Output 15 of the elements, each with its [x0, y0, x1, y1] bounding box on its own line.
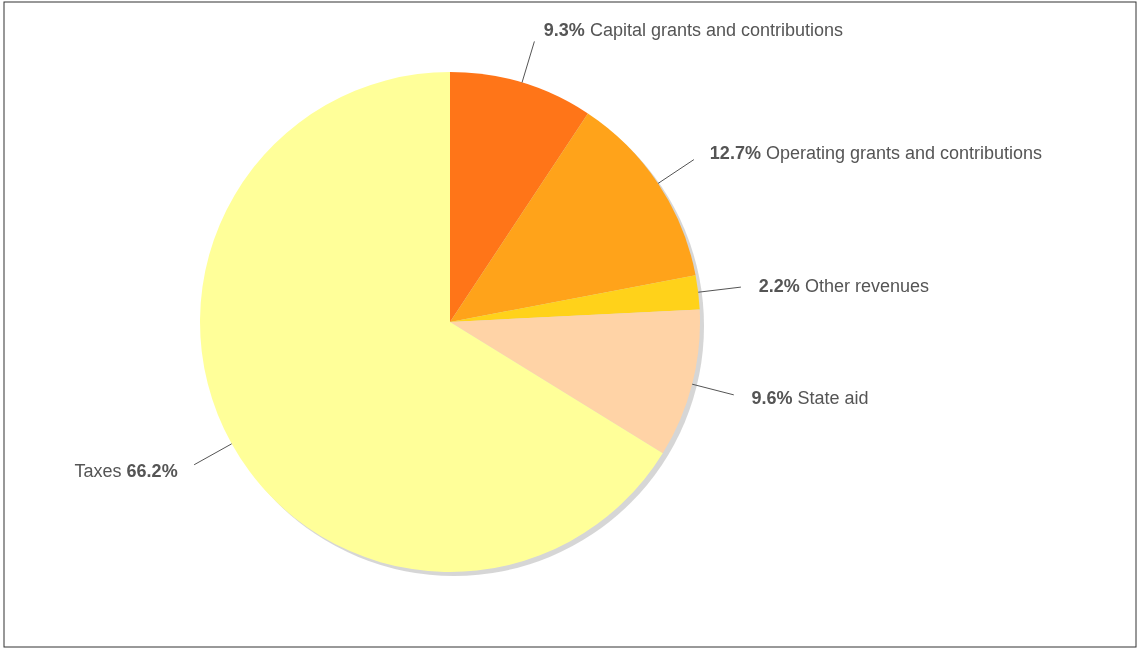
slice-label: Operating grants and contributions [765, 143, 1043, 164]
slice-label: Other revenues [804, 275, 929, 296]
pie-slice [450, 113, 696, 322]
slice-label: State aid [797, 388, 869, 409]
data-label: 9.3% [543, 20, 585, 41]
pie-slice [200, 72, 663, 572]
slice-label: Capital grants and contributions [589, 20, 844, 41]
pie-slice [450, 275, 700, 322]
data-label: 9.6% [751, 388, 793, 409]
slice-label: Taxes [74, 460, 122, 481]
pie-slice [450, 309, 700, 454]
data-label: 12.7% [709, 143, 761, 164]
pie-slice [450, 72, 588, 322]
data-label: 2.2% [758, 275, 800, 296]
data-label: 66.2% [126, 460, 178, 481]
